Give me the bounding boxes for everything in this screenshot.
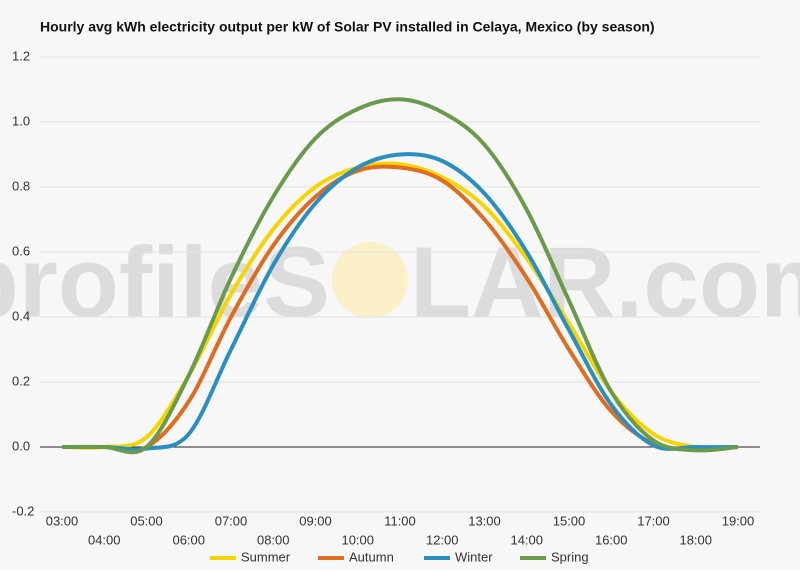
- y-tick-label: 1.2: [12, 48, 30, 63]
- legend-label: Summer: [241, 549, 291, 564]
- x-tick-label: 05:00: [130, 513, 163, 528]
- y-tick-label: 0.8: [12, 178, 30, 193]
- chart-title: Hourly avg kWh electricity output per kW…: [40, 19, 655, 35]
- x-tick-label: 14:00: [510, 532, 543, 547]
- legend-label: Winter: [455, 549, 493, 564]
- watermark: profileS: [0, 226, 330, 338]
- x-tick-label: 09:00: [299, 513, 332, 528]
- x-tick-label: 15:00: [553, 513, 586, 528]
- y-tick-label: -0.2: [12, 503, 34, 518]
- line: [62, 97, 739, 455]
- legend-label: Autumn: [349, 549, 394, 564]
- x-tick-label: 13:00: [468, 513, 501, 528]
- x-tick-label: 19:00: [722, 513, 755, 528]
- legend-label: Spring: [551, 549, 589, 564]
- y-tick-label: 0.0: [12, 438, 30, 453]
- x-tick-label: 12:00: [426, 532, 459, 547]
- x-tick-label: 06:00: [172, 532, 205, 547]
- x-tick-label: 10:00: [341, 532, 374, 547]
- y-tick-label: 0.6: [12, 243, 30, 258]
- x-tick-label: 03:00: [46, 513, 79, 528]
- watermark: LAR.com: [410, 226, 800, 338]
- x-tick-label: 07:00: [215, 513, 248, 528]
- line: [61, 152, 739, 452]
- y-tick-label: 0.2: [12, 373, 30, 388]
- x-tick-label: 04:00: [88, 532, 121, 547]
- y-tick-label: 1.0: [12, 113, 30, 128]
- x-tick-label: 11:00: [384, 513, 416, 528]
- x-tick-label: 16:00: [595, 532, 628, 547]
- y-tick-label: 0.4: [12, 308, 30, 323]
- x-tick-label: 17:00: [637, 513, 670, 528]
- x-tick-label: 18:00: [679, 532, 712, 547]
- line: [62, 164, 739, 453]
- x-tick-label: 08:00: [257, 532, 290, 547]
- watermark-sun: [332, 242, 408, 318]
